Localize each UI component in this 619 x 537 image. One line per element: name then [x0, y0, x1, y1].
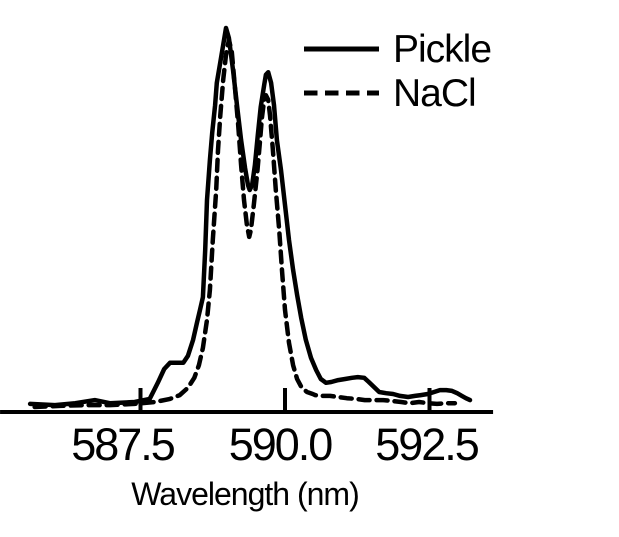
x-tick-label-592-5: 592.5 — [375, 419, 480, 470]
x-tick-label-587-5: 587.5 — [71, 419, 176, 470]
x-tick-label-590-0: 590.0 — [228, 419, 334, 470]
solid-line-icon — [304, 46, 379, 52]
dashed-line-icon — [304, 90, 379, 96]
legend-label-pickle: Pickle — [393, 27, 492, 71]
nacl-curve — [32, 37, 458, 410]
legend-label-nacl: NaCl — [393, 71, 477, 115]
pickle-curve — [27, 25, 473, 408]
x-axis-label: Wavelength (nm) — [131, 476, 359, 512]
legend-item-pickle: Pickle — [303, 27, 492, 71]
legend: Pickle NaCl — [303, 27, 492, 115]
legend-item-nacl: NaCl — [303, 71, 491, 115]
